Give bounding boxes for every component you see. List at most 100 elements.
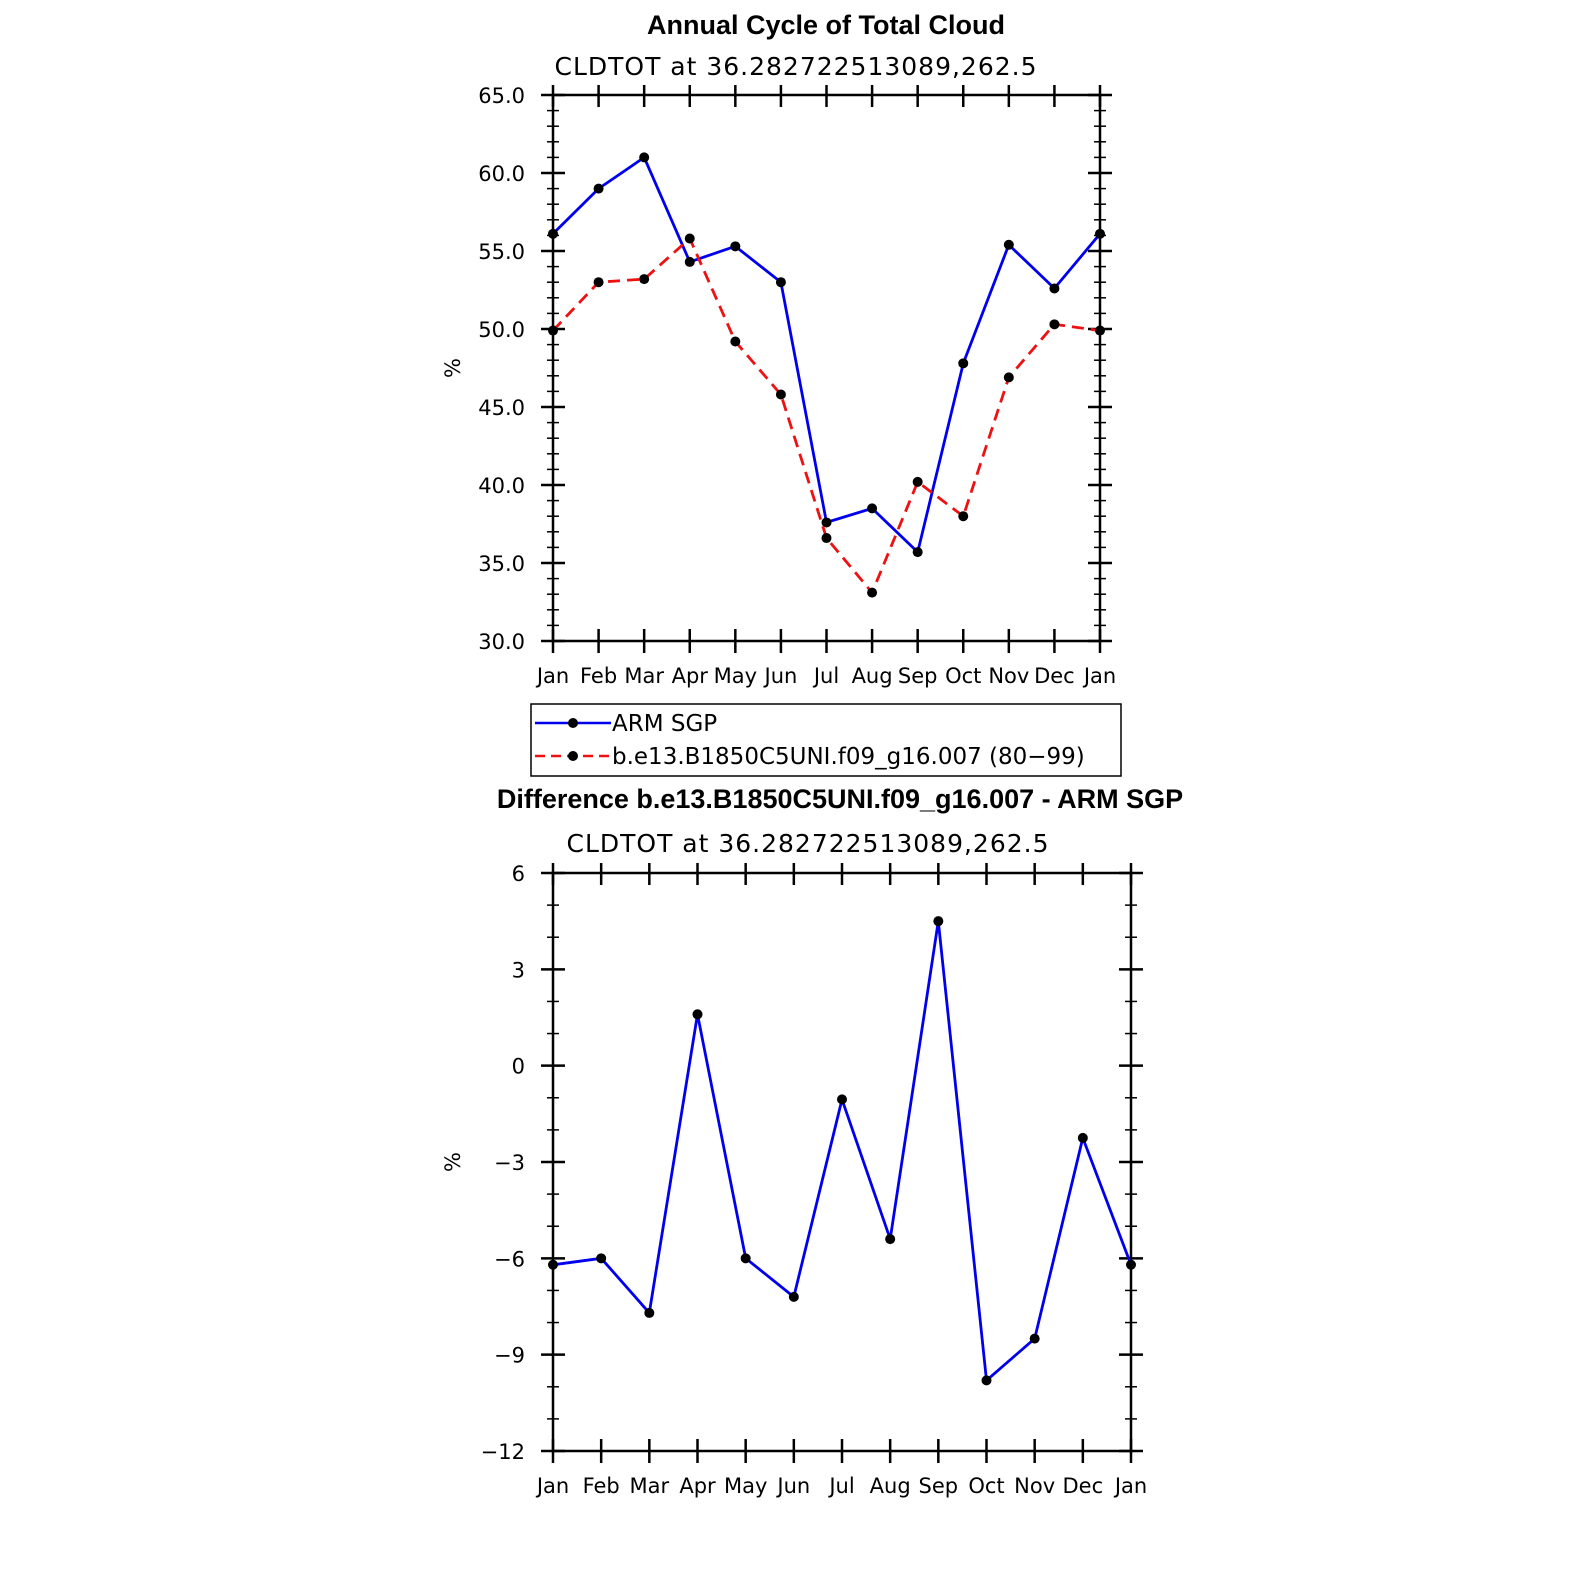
x-tick-label: Aug (870, 1474, 911, 1498)
data-point (821, 517, 832, 528)
x-tick-label: Feb (583, 1474, 620, 1498)
data-point (639, 152, 650, 163)
x-tick-label: Jan (535, 664, 569, 688)
y-tick-label: 40.0 (478, 474, 525, 498)
y-tick-label: −9 (494, 1344, 525, 1368)
y-axis-label: % (441, 358, 465, 378)
x-tick-label: May (714, 664, 757, 688)
data-point (912, 547, 923, 558)
legend-entry-model: b.e13.B1850C5UNI.f09_g16.007 (80−99) (535, 744, 1085, 770)
data-point (1126, 1259, 1136, 1270)
difference-chart: Difference b.e13.B1850C5UNI.f09_g16.007 … (441, 784, 1183, 1498)
data-point (1029, 1333, 1040, 1344)
legend-box (530, 703, 1122, 777)
data-point (1049, 283, 1060, 294)
data-point (548, 1259, 558, 1270)
y-tick-label: −3 (494, 1151, 525, 1175)
series-line-0 (552, 155, 1102, 554)
x-tick-label: May (724, 1474, 767, 1498)
x-tick-label: Nov (988, 664, 1029, 688)
data-point (958, 358, 969, 369)
data-point (730, 336, 741, 347)
y-tick-label: 30.0 (478, 630, 525, 654)
y-tick-label: 60.0 (478, 162, 525, 186)
y-tick-label: −6 (494, 1247, 525, 1271)
legend: ARM SGP b.e13.B1850C5UNI.f09_g16.007 (80… (530, 703, 1122, 777)
data-point (867, 503, 878, 514)
y-tick-label: 3 (512, 958, 525, 982)
data-point (775, 277, 786, 288)
y-tick-label: 65.0 (478, 84, 525, 108)
data-point (981, 1375, 992, 1386)
x-tick-label: Mar (624, 664, 664, 688)
legend-swatch-marker (568, 718, 578, 728)
series-line-0 (552, 919, 1133, 1382)
legend-label: b.e13.B1850C5UNI.f09_g16.007 (80−99) (612, 744, 1085, 770)
data-point (1049, 319, 1060, 330)
chart-title: Difference b.e13.B1850C5UNI.f09_g16.007 … (497, 784, 1183, 814)
data-point (684, 256, 695, 267)
data-point (548, 228, 558, 239)
data-point (740, 1253, 751, 1264)
x-tick-label: Jun (763, 664, 798, 688)
data-point (933, 916, 944, 927)
y-tick-label: 0 (512, 1055, 525, 1079)
x-tick-label: Apr (679, 1474, 716, 1498)
x-tick-label: Sep (919, 1474, 959, 1498)
x-tick-label: Jan (1113, 1474, 1147, 1498)
data-point (1095, 228, 1105, 239)
axes: Jan Feb Mar Apr May Jun Jul Aug Sep Oct Nov Dec Jan 3… (478, 84, 1116, 688)
data-point (684, 233, 695, 244)
y-tick-label: 45.0 (478, 396, 525, 420)
x-tick-label: Dec (1034, 664, 1075, 688)
chart-title: Annual Cycle of Total Cloud (647, 10, 1005, 40)
legend-swatch-marker (568, 751, 578, 761)
series-group (548, 916, 1136, 1386)
data-point (548, 325, 558, 336)
data-point (885, 1234, 896, 1245)
axes: Jan Feb Mar Apr May Jun Jul Aug Sep Oct Nov Dec Jan−… (481, 862, 1148, 1498)
data-point (958, 511, 969, 522)
x-tick-label: Oct (945, 664, 981, 688)
x-tick-label: Jun (775, 1474, 810, 1498)
data-point (788, 1291, 799, 1302)
annual-cycle-chart: Annual Cycle of Total Cloud CLDTOT at 36… (441, 10, 1116, 688)
x-tick-label: Dec (1063, 1474, 1104, 1498)
data-point (593, 183, 604, 194)
data-point (821, 533, 832, 544)
x-tick-label: Sep (898, 664, 938, 688)
data-point (1003, 372, 1014, 383)
plot-frame (551, 871, 1133, 1453)
data-point (692, 1009, 703, 1020)
data-point (593, 277, 604, 288)
legend-entry-arm-sgp: ARM SGP (535, 711, 717, 737)
series-group (548, 152, 1105, 598)
x-tick-label: Jan (535, 1474, 569, 1498)
data-point (639, 274, 650, 285)
y-tick-label: 55.0 (478, 240, 525, 264)
x-tick-label: Mar (630, 1474, 670, 1498)
y-axis-label: % (441, 1152, 465, 1172)
data-point (596, 1253, 607, 1264)
data-point (912, 476, 923, 487)
data-point (837, 1094, 847, 1105)
x-tick-label: Jan (1082, 664, 1116, 688)
x-tick-label: Feb (580, 664, 617, 688)
x-tick-label: Aug (852, 664, 893, 688)
data-point (644, 1307, 655, 1318)
chart-subtitle: CLDTOT at 36.282722513089,262.5 (566, 829, 1049, 858)
data-point (730, 241, 741, 252)
x-tick-label: Apr (672, 664, 709, 688)
x-tick-label: Jul (827, 1474, 854, 1498)
x-tick-label: Nov (1014, 1474, 1055, 1498)
data-point (1095, 325, 1105, 336)
y-tick-label: 35.0 (478, 552, 525, 576)
y-tick-label: 6 (512, 862, 525, 886)
data-point (867, 587, 878, 598)
y-tick-label: −12 (481, 1440, 525, 1464)
data-point (775, 389, 786, 400)
x-tick-label: Oct (968, 1474, 1004, 1498)
y-tick-label: 50.0 (478, 318, 525, 342)
data-point (1077, 1132, 1088, 1143)
